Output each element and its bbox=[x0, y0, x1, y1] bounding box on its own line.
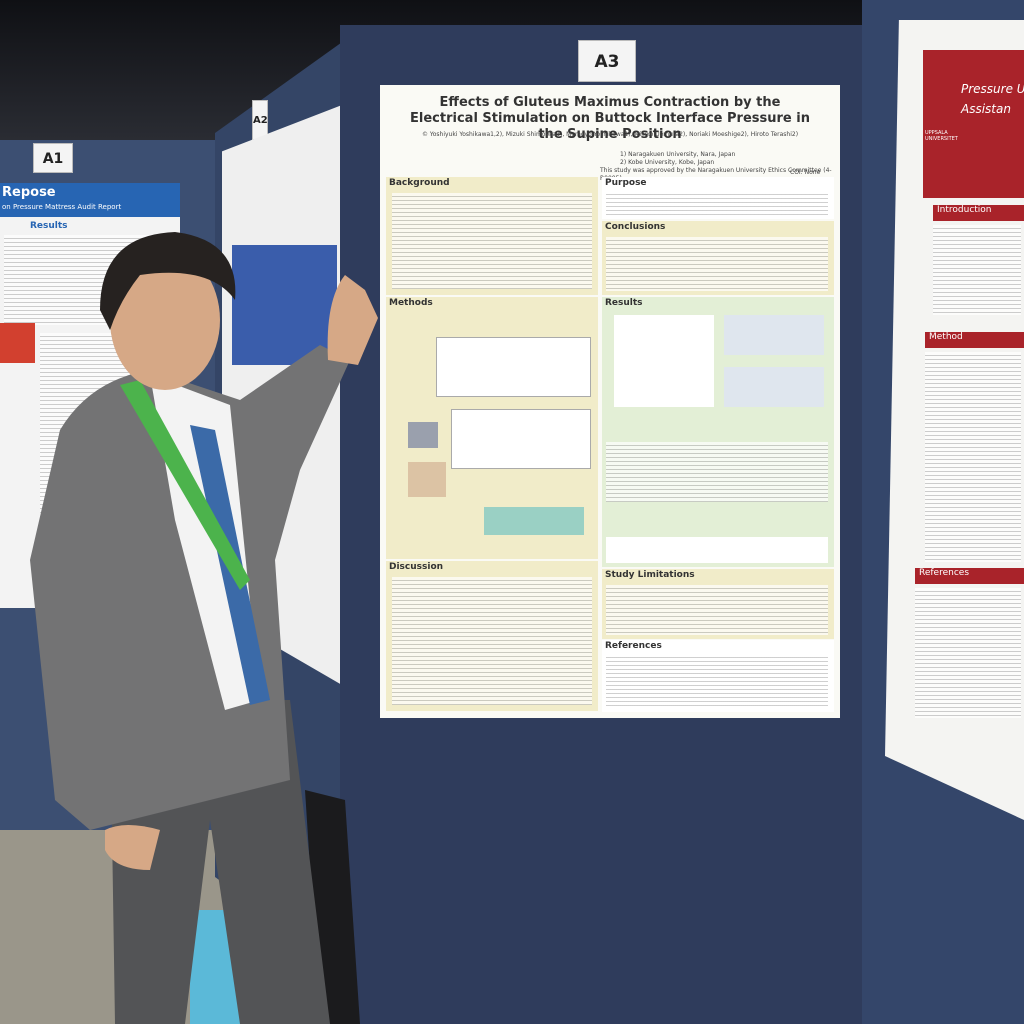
section-box: Conclusions bbox=[602, 221, 834, 295]
section-box: Results bbox=[602, 297, 834, 567]
institution: UPPSALA UNIVERSITET bbox=[925, 130, 958, 142]
poster-title: Pressure U bbox=[961, 82, 1024, 96]
section-heading: Results bbox=[30, 221, 68, 231]
coi-note: COI: None bbox=[790, 169, 821, 176]
section-heading: Methods bbox=[389, 298, 433, 308]
affiliation: 1) Naragakuen University, Nara, Japan bbox=[620, 151, 736, 158]
hair bbox=[100, 232, 236, 330]
section-box: Study Limitations bbox=[602, 569, 834, 639]
poster-subtitle: on Pressure Mattress Audit Report bbox=[2, 203, 122, 211]
face bbox=[110, 250, 220, 390]
section-box: References bbox=[602, 640, 834, 712]
poster-title: Repose bbox=[2, 185, 56, 200]
jacket bbox=[30, 345, 350, 830]
poster-right: Pressure U Assistan UPPSALA UNIVERSITET … bbox=[885, 20, 1024, 820]
lanyard bbox=[120, 380, 250, 590]
main-poster: Effects of Gluteus Maximus Contraction b… bbox=[380, 85, 840, 718]
section-box: Methods bbox=[386, 297, 598, 559]
section-heading: References bbox=[605, 641, 662, 651]
section-heading: Purpose bbox=[605, 178, 647, 188]
board-label: A1 bbox=[33, 143, 73, 173]
section-heading: Results bbox=[605, 298, 643, 308]
section-heading: Study Limitations bbox=[605, 570, 695, 580]
section-heading: Introduction bbox=[933, 205, 1024, 221]
section-box: Purpose bbox=[602, 177, 834, 219]
section-box: Discussion bbox=[386, 561, 598, 711]
section-heading: Background bbox=[389, 178, 450, 188]
poster-title: Effects of Gluteus Maximus Contraction b… bbox=[410, 95, 810, 142]
hand bbox=[327, 275, 378, 365]
poster-subtitle: Assistan bbox=[961, 102, 1011, 116]
board-label: A3 bbox=[578, 40, 636, 82]
affiliation: 2) Kobe University, Kobe, Japan bbox=[620, 159, 715, 166]
section-heading: Discussion bbox=[389, 562, 444, 572]
section-box: Background bbox=[386, 177, 598, 295]
hand bbox=[105, 825, 160, 870]
section-heading: Conclusions bbox=[605, 222, 666, 232]
section-heading: References bbox=[915, 568, 1024, 584]
poster-authors: © Yoshiyuki Yoshikawa1,2), Mizuki Shimoo… bbox=[421, 131, 799, 138]
section-heading: Method bbox=[925, 332, 1024, 348]
